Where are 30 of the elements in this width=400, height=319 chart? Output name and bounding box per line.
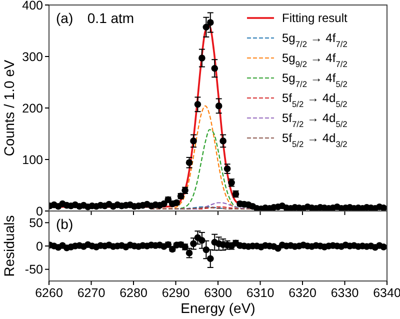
y-tick-label: 0: [36, 204, 44, 218]
legend-label: 5f$_{7/2}$ → 4d$_{5/2}$: [282, 111, 348, 129]
x-tick-label: 6260: [35, 286, 63, 300]
legend-label: Fitting result: [282, 11, 348, 25]
annotation: 0.1 atm: [87, 10, 134, 26]
y-axis-title: Residuals: [1, 215, 17, 277]
legend-label: 5g$_{7/2}$ → 4f$_{7/2}$: [282, 31, 348, 49]
y-tick-label: 0: [36, 239, 44, 254]
legend-label: 5g$_{9/2}$ → 4f$_{7/2}$: [282, 51, 348, 69]
x-tick-label: 6270: [77, 286, 106, 300]
y-tick-label: 400: [22, 0, 44, 12]
x-axis-title: Energy (eV): [180, 300, 256, 316]
legend-label: 5f$_{5/2}$ → 4d$_{5/2}$: [282, 91, 348, 109]
x-tick-label: 6290: [162, 286, 190, 300]
y-axis-title: Counts / 1.0 eV: [1, 59, 17, 156]
annotation: (b): [56, 216, 74, 232]
x-tick-label: 6300: [204, 286, 232, 300]
y-tick-label: 200: [22, 101, 44, 116]
annotation: (a): [56, 10, 74, 26]
x-tick-label: 6280: [120, 286, 148, 300]
x-tick-label: 6340: [373, 286, 400, 300]
x-tick-label: 6310: [246, 286, 274, 300]
y-tick-label: 300: [22, 50, 44, 64]
legend-label: 5f$_{5/2}$ → 4d$_{3/2}$: [282, 131, 348, 149]
y-tick-label: 100: [22, 152, 44, 167]
y-tick-label: -50: [24, 262, 44, 277]
x-tick-label: 6330: [330, 286, 359, 300]
legend-label: 5g$_{7/2}$ → 4f$_{5/2}$: [282, 71, 348, 89]
x-tick-label: 6320: [288, 286, 316, 300]
y-tick-label: 50: [29, 216, 44, 230]
